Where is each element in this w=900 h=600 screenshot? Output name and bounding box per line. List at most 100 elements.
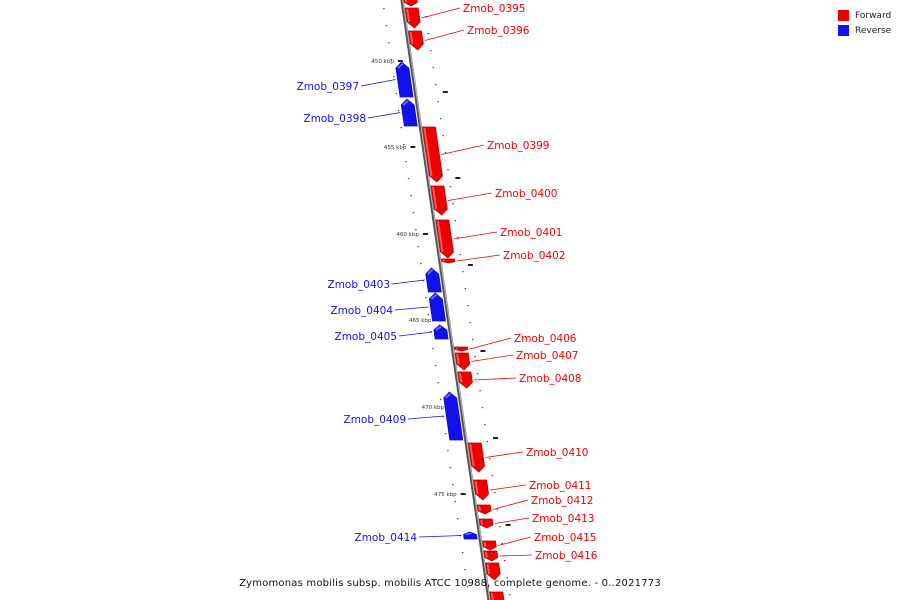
gene-highlight	[486, 563, 491, 575]
gene-label: Zmob_0404	[331, 305, 394, 317]
minor-tick-right	[427, 33, 430, 35]
minor-tick-left	[402, 144, 405, 146]
gene-outline	[476, 504, 492, 515]
gene-highlight	[478, 505, 482, 512]
minor-tick-right	[432, 67, 434, 69]
gene-highlight	[431, 186, 438, 210]
minor-tick-right	[439, 118, 442, 120]
gene-Zmob_0398-arrow	[400, 98, 418, 127]
gene-highlight	[469, 443, 475, 467]
leader-line	[456, 254, 501, 262]
minor-tick-right	[447, 169, 449, 171]
minor-tick-right	[430, 50, 432, 52]
tick-label: 460 kbp	[397, 232, 420, 238]
gene-outline	[403, 0, 418, 7]
gene-highlight	[445, 392, 453, 399]
minor-tick-left	[432, 348, 434, 350]
gene-body	[455, 353, 470, 370]
minor-tick-right	[479, 390, 481, 392]
minor-tick-right	[499, 526, 501, 528]
gene-body	[425, 268, 442, 292]
gene-label: Zmob_0409	[344, 414, 406, 426]
tick-label: 475 kbp	[434, 492, 457, 498]
leader-line	[421, 7, 461, 19]
leader-line	[424, 29, 465, 41]
gene-Zmob_0399-arrow	[422, 126, 443, 183]
minor-tick-right	[471, 339, 474, 341]
minor-tick-right	[444, 152, 447, 154]
minor-tick-left	[442, 416, 444, 418]
gene-Zmob_0414-arrow	[463, 531, 478, 540]
gene-highlight	[474, 480, 479, 495]
major-tick-right	[480, 350, 486, 352]
gene-Zmob_0401-arrow	[435, 219, 454, 259]
gene-highlight	[484, 551, 488, 558]
minor-tick-left	[405, 161, 407, 163]
gene-label: Zmob_0411	[529, 480, 591, 492]
gene-highlight	[490, 592, 495, 600]
genome-caption: Zymomonas mobilis subsp. mobilis ATCC 10…	[239, 578, 661, 589]
gene-label: Zmob_0416	[535, 550, 598, 562]
minor-tick-left	[390, 59, 392, 61]
gene-label: Zmob_0400	[495, 188, 557, 200]
leader-line	[497, 536, 532, 546]
leader-line	[453, 231, 498, 240]
gene-label: Zmob_0397	[297, 81, 359, 93]
gene-Zmob_0407-arrow	[454, 352, 471, 371]
gene-Zmob_0396-arrow	[408, 30, 424, 51]
leader-line	[471, 354, 514, 362]
legend-forward: Forward	[838, 8, 891, 23]
minor-ticks	[383, 8, 511, 596]
minor-tick-right	[494, 492, 496, 494]
leader-line	[418, 535, 462, 538]
gene-Zmob_0404-arrow	[428, 292, 446, 322]
gene-Zmob_0400-arrow	[430, 185, 448, 216]
minor-tick-right	[481, 407, 484, 409]
gene-label: Zmob_0410	[526, 447, 588, 459]
gene-highlight	[430, 293, 438, 300]
gene-highlight	[409, 31, 414, 45]
gene-outline	[443, 391, 464, 441]
gene-outline	[425, 267, 442, 293]
gene-label: Zmob_0395	[463, 3, 525, 15]
gene-Zmob_0415-arrow	[482, 540, 497, 551]
gene-label: Zmob_0403	[328, 279, 390, 291]
tick-label: 455 kbp	[384, 145, 407, 151]
minor-tick-left	[437, 382, 439, 384]
minor-tick-left	[425, 297, 427, 299]
leader-line	[448, 192, 493, 201]
leader-line	[474, 377, 517, 381]
legend-reverse-label: Reverse	[855, 25, 892, 36]
gene-label: Zmob_0402	[503, 250, 565, 262]
minor-tick-left	[462, 552, 464, 554]
gene-highlight	[458, 372, 463, 383]
leader-line	[485, 451, 524, 458]
minor-tick-left	[385, 25, 388, 27]
gene-label: Zmob_0414	[355, 532, 418, 544]
gene-outline	[483, 550, 499, 562]
gene-highlight	[483, 541, 487, 548]
dna-backbone	[400, 0, 491, 600]
leader-line	[360, 79, 396, 87]
gene-label: Zmob_0399	[487, 140, 549, 152]
minor-tick-right	[452, 203, 454, 205]
gene-label: Zmob_0415	[534, 532, 596, 544]
minor-tick-right	[449, 186, 452, 188]
gene-label: Zmob_0396	[467, 25, 530, 37]
leader-line	[391, 279, 425, 285]
major-tick-left	[422, 233, 428, 235]
minor-tick-left	[422, 280, 424, 282]
gene-label: Zmob_0398	[304, 113, 366, 125]
minor-tick-left	[466, 586, 469, 588]
gene-label: Zmob_0413	[532, 513, 594, 525]
leader-line	[394, 306, 429, 311]
gene-Zmob_0413-arrow	[478, 518, 494, 529]
gene-Zmob_0412-arrow	[476, 504, 492, 515]
minor-tick-right	[501, 543, 503, 545]
gene-track	[395, 0, 505, 600]
major-tick-right	[493, 437, 499, 439]
gene-outline	[422, 126, 443, 183]
gene-Zmob_0403-arrow	[425, 267, 442, 293]
minor-tick-left	[449, 467, 452, 469]
